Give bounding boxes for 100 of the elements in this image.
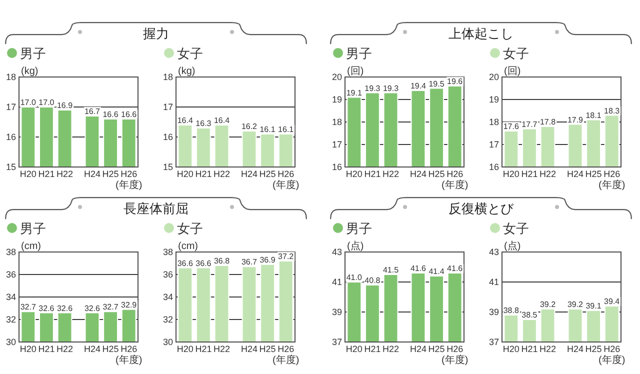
x-tick-label: H22 <box>382 344 400 354</box>
y-tick-label: 30 <box>6 337 16 347</box>
x-tick-label: H24 <box>240 169 258 179</box>
x-tick-label: H26 <box>278 344 294 354</box>
y-tick-label: 17 <box>488 140 499 150</box>
x-tick-label: H25 <box>259 344 276 354</box>
data-label: 16.4 <box>214 116 230 125</box>
data-label: 41.6 <box>447 264 464 273</box>
x-tick-label: H21 <box>195 169 212 179</box>
data-label: 41.6 <box>410 264 427 273</box>
y-tick-label: 16 <box>332 162 342 172</box>
x-tick-label: H22 <box>540 169 556 179</box>
y-tick-label: 38 <box>162 247 173 257</box>
chart-title: 長座体前屈 <box>124 201 188 216</box>
data-label: 16.2 <box>241 122 258 131</box>
data-label: 32.9 <box>121 300 138 310</box>
data-label: 16.9 <box>56 101 74 110</box>
data-label: 16.6 <box>102 110 119 119</box>
data-label: 19.6 <box>447 77 464 86</box>
y-tick-label: 16 <box>488 162 499 172</box>
data-label: 41.0 <box>346 273 362 282</box>
x-tick-label: H22 <box>382 169 400 179</box>
y-axis-title: (回) <box>504 66 521 77</box>
data-label: 19.5 <box>428 79 445 88</box>
x-tick-label: H26 <box>120 169 138 179</box>
y-tick-label: 18 <box>6 72 16 82</box>
x-tick-label: H21 <box>364 344 381 354</box>
y-tick-label: 20 <box>332 72 342 82</box>
x-tick-label: H24 <box>566 169 584 179</box>
x-tick-label: H22 <box>214 169 230 179</box>
chart-title: 反復横とび <box>448 201 514 216</box>
x-axis-title: (年度) <box>442 354 468 366</box>
data-label: 17.0 <box>20 98 36 107</box>
x-axis-title: (年度) <box>116 179 142 191</box>
y-tick-label: 19 <box>332 94 342 104</box>
data-label: 16.4 <box>177 116 194 125</box>
y-tick-label: 43 <box>332 247 342 257</box>
x-axis-title: (年度) <box>272 179 300 191</box>
data-label: 19.3 <box>382 84 400 93</box>
data-label: 17.7 <box>522 120 538 129</box>
x-tick-label: H21 <box>195 344 212 354</box>
x-tick-label: H20 <box>20 169 36 179</box>
x-tick-label: H25 <box>259 169 276 179</box>
x-axis-title: (年度) <box>598 179 626 191</box>
y-tick-label: 30 <box>162 337 173 347</box>
legend-label: 女子 <box>177 46 203 61</box>
data-label: 17.6 <box>503 122 520 131</box>
y-axis-title: (kg) <box>21 66 38 77</box>
legend-label: 男子 <box>346 221 372 236</box>
legend-label: 女子 <box>503 221 529 236</box>
x-tick-label: H24 <box>566 344 584 354</box>
data-label: 40.8 <box>364 276 381 285</box>
data-label: 16.6 <box>121 110 138 119</box>
x-tick-label: H20 <box>176 169 194 179</box>
x-tick-label: H20 <box>346 344 362 354</box>
y-axis-title: (cm) <box>178 241 198 252</box>
x-tick-label: H24 <box>84 344 100 354</box>
y-tick-label: 16 <box>162 132 173 142</box>
data-label: 32.6 <box>56 304 74 313</box>
data-label: 16.1 <box>278 125 294 134</box>
data-label: 16.7 <box>84 107 101 116</box>
data-label: 19.4 <box>410 82 427 90</box>
legend-label: 女子 <box>177 221 203 236</box>
data-label: 36.6 <box>177 258 194 268</box>
data-label: 17.8 <box>540 118 556 126</box>
data-label: 39.4 <box>604 297 620 306</box>
data-label: 17.0 <box>38 98 55 107</box>
x-axis-title: (年度) <box>116 354 142 366</box>
x-tick-label: H26 <box>446 169 464 179</box>
y-tick-label: 41 <box>332 277 342 287</box>
x-tick-label: H22 <box>214 344 230 354</box>
y-tick-label: 36 <box>162 270 173 280</box>
x-tick-label: H26 <box>120 344 138 354</box>
y-tick-label: 37 <box>488 337 499 347</box>
y-tick-label: 18 <box>488 117 499 127</box>
x-tick-label: H25 <box>585 344 602 354</box>
y-tick-label: 18 <box>162 72 173 82</box>
x-tick-label: H20 <box>346 169 362 179</box>
x-tick-label: H25 <box>102 344 119 354</box>
y-tick-label: 16 <box>6 132 16 142</box>
y-tick-label: 17 <box>6 102 16 112</box>
x-tick-label: H21 <box>521 344 538 354</box>
data-label: 38.5 <box>522 310 538 320</box>
data-label: 19.3 <box>364 84 381 93</box>
data-label: 38.8 <box>503 306 520 315</box>
legend-label: 男子 <box>20 46 46 61</box>
y-tick-label: 17 <box>332 140 342 150</box>
y-tick-label: 37 <box>332 337 342 347</box>
x-tick-label: H20 <box>502 169 520 179</box>
y-tick-label: 15 <box>6 162 16 172</box>
x-tick-label: H21 <box>38 169 55 179</box>
chart-title: 上体起こし <box>448 26 514 41</box>
x-tick-label: H24 <box>410 169 426 179</box>
data-label: 36.7 <box>241 258 258 267</box>
data-label: 17.9 <box>567 115 584 124</box>
y-tick-label: 34 <box>6 292 16 302</box>
data-label: 41.5 <box>382 266 400 274</box>
y-tick-label: 41 <box>488 277 499 287</box>
y-tick-label: 43 <box>488 247 499 257</box>
y-axis-title: (cm) <box>21 241 41 252</box>
